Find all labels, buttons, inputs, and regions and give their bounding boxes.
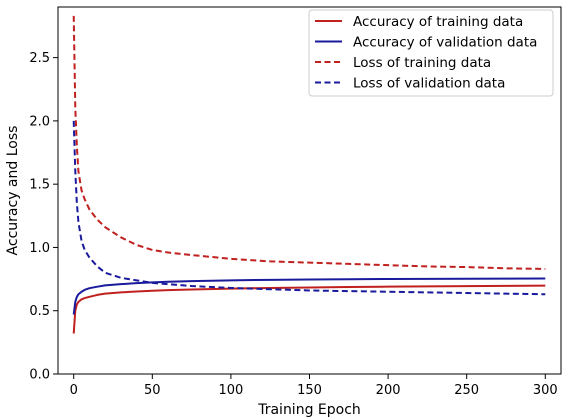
y-tick-label: 2.0 [29, 114, 50, 129]
legend-box [308, 9, 554, 97]
x-tick-label: 50 [144, 383, 161, 398]
y-tick-label: 1.0 [29, 241, 50, 256]
series-layer [72, 15, 546, 334]
legend-label-1: Accuracy of training data [353, 14, 523, 30]
series-line-1 [72, 284, 546, 334]
series-line-4 [72, 120, 546, 296]
x-tick-label: 200 [376, 383, 401, 398]
legend-label-3: Loss of training data [353, 55, 491, 71]
legend-items: Accuracy of training data Accuracy of val… [315, 14, 537, 92]
x-tick-label: 100 [218, 383, 243, 398]
series-line-3 [72, 15, 546, 270]
x-axis-label: Training Epoch [257, 402, 361, 418]
y-tick-label: 1.5 [29, 178, 50, 193]
legend-label-2: Accuracy of validation data [353, 35, 537, 51]
y-axis-label: Accuracy and Loss [5, 126, 21, 256]
y-tick-label: 2.5 [29, 51, 50, 66]
ticks-layer: 0 50 100 150 200 250 300 0.0 0.5 1.0 1.5 2.0 2.5 [29, 51, 557, 398]
y-tick-label: 0.0 [29, 368, 50, 383]
x-tick-label: 300 [533, 383, 558, 398]
legend-label-4: Loss of validation data [353, 76, 505, 92]
y-tick-label: 0.5 [29, 304, 50, 319]
x-tick-label: 150 [297, 383, 322, 398]
x-tick-label: 250 [454, 383, 479, 398]
legend: Accuracy of training data Accuracy of val… [308, 9, 554, 97]
x-tick-label: 0 [70, 383, 78, 398]
